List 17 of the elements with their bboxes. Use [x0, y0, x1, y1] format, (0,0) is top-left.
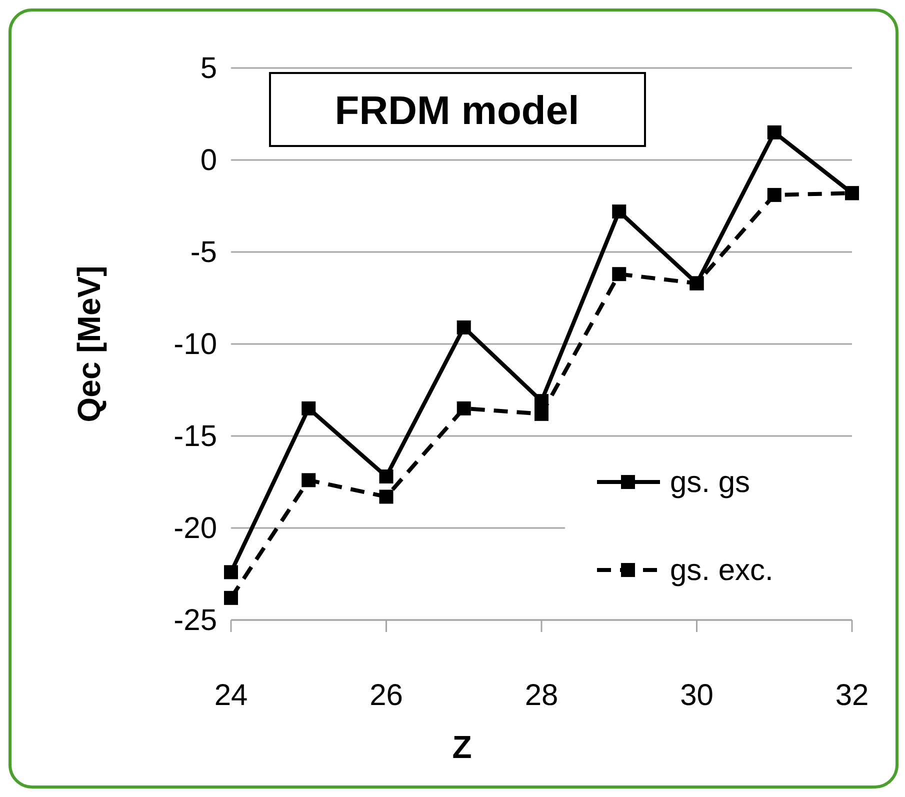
x-tick-label: 26 — [370, 679, 403, 712]
y-tick-label: -25 — [174, 604, 217, 637]
x-axis-title: Z — [452, 729, 472, 765]
x-tick-label: 30 — [680, 679, 714, 712]
text: FRDM model — [334, 89, 580, 133]
x-tick-label: 24 — [214, 679, 248, 712]
y-tick-label: -20 — [174, 512, 217, 545]
legend-label: gs. gs — [670, 466, 750, 499]
y-tick-label: -15 — [174, 420, 217, 453]
x-tick-label: 28 — [524, 679, 558, 712]
x-tick-label: 32 — [835, 679, 869, 712]
y-tick-label: 5 — [200, 52, 217, 85]
y-tick-label: -5 — [190, 236, 217, 269]
y-tick-label: -10 — [174, 328, 217, 361]
legend-label: gs. exc. — [670, 554, 774, 587]
y-tick-label: 0 — [200, 144, 217, 177]
y-axis-title: Qec [MeV] — [71, 266, 107, 422]
